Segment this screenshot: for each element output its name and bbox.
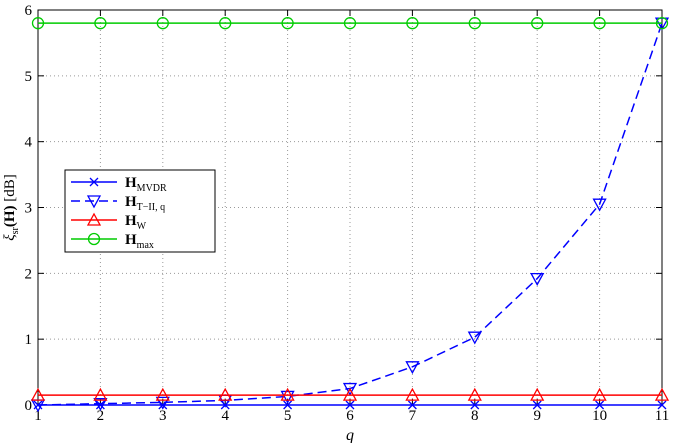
triangle-down-marker <box>86 195 102 209</box>
triangle-down-marker <box>405 361 420 375</box>
triangle-up-marker <box>342 387 358 401</box>
circle-marker <box>87 232 101 246</box>
y-axis-label-main: ξ <box>2 234 18 241</box>
x-tick-label: 3 <box>159 408 167 424</box>
y-axis-label-arg: (H) <box>2 205 18 227</box>
triangle-down-marker <box>530 272 545 286</box>
series-3 <box>31 17 669 30</box>
x-marker <box>345 400 355 410</box>
circle-marker <box>94 17 107 30</box>
x-marker <box>95 400 105 410</box>
x-marker <box>595 400 605 410</box>
circle-marker <box>31 17 45 30</box>
triangle-up-marker <box>155 387 170 401</box>
x-axis-label: q <box>346 427 354 443</box>
x-marker <box>89 177 99 187</box>
x-marker <box>657 400 667 410</box>
triangle-down-marker <box>467 331 482 345</box>
legend-label: HW <box>125 213 147 232</box>
y-tick-label: 5 <box>25 69 33 85</box>
triangle-down-marker <box>155 396 170 410</box>
triangle-up-marker <box>467 387 482 401</box>
triangle-up-marker <box>93 387 108 401</box>
x-marker <box>407 400 417 410</box>
y-tick-label: 4 <box>25 135 33 151</box>
x-tick-label: 11 <box>655 408 669 424</box>
triangle-up-marker <box>218 387 233 401</box>
circle-marker <box>156 17 169 30</box>
circle-marker <box>531 17 544 30</box>
y-tick-labels: 0 1 2 3 4 5 6 <box>25 3 33 414</box>
legend-label-main: H <box>125 175 137 191</box>
x-tick-label: 7 <box>409 408 417 424</box>
triangle-down-marker <box>280 390 295 404</box>
legend-label-sub: W <box>137 221 147 232</box>
y-tick-label: 1 <box>25 332 33 348</box>
legend-label: HMVDR <box>125 175 167 194</box>
triangle-up-marker <box>592 387 607 401</box>
x-tick-labels: 1 2 3 4 5 6 7 8 9 10 11 <box>34 408 669 424</box>
x-marker <box>532 400 542 410</box>
triangle-up-marker <box>30 387 46 401</box>
triangle-up-marker <box>280 387 295 401</box>
legend-label-sub: T−II, q <box>137 202 165 213</box>
series-0 <box>33 400 667 410</box>
legend-label: HT−II, q <box>125 194 165 213</box>
y-axis-label-sub: sr <box>10 226 21 234</box>
y-tick-label: 2 <box>25 266 33 282</box>
x-tick-label: 10 <box>592 408 607 424</box>
circle-marker <box>468 17 481 30</box>
circle-marker <box>219 17 232 30</box>
x-tick-label: 1 <box>34 408 42 424</box>
circle-marker <box>593 17 606 30</box>
series-2 <box>30 387 670 401</box>
triangle-down-marker <box>592 198 607 212</box>
y-axis-label: ξsr(H) [dB] <box>2 174 21 241</box>
legend-label: Hmax <box>125 232 154 251</box>
triangle-up-marker <box>86 212 102 226</box>
y-tick-label: 0 <box>25 398 33 414</box>
triangle-up-marker <box>530 387 545 401</box>
legend-label-main: H <box>125 232 137 248</box>
x-tick-label: 4 <box>221 408 229 424</box>
x-marker <box>470 400 480 410</box>
legend-label-sub: MVDR <box>137 183 167 194</box>
circle-marker <box>281 17 294 30</box>
y-tick-label: 6 <box>25 3 33 19</box>
legend-label-main: H <box>125 213 137 229</box>
legend-label-main: H <box>125 194 137 210</box>
circle-marker <box>655 17 669 30</box>
triangle-down-marker <box>93 398 108 412</box>
triangle-up-marker <box>654 387 670 401</box>
triangle-up-marker <box>405 387 420 401</box>
circle-marker <box>406 17 419 30</box>
x-marker <box>283 400 293 410</box>
x-tick-label: 8 <box>471 408 479 424</box>
legend-label-sub: max <box>137 240 154 251</box>
x-tick-label: 5 <box>284 408 292 424</box>
series-group <box>30 17 670 413</box>
x-tick-label: 9 <box>533 408 541 424</box>
x-tick-label: 6 <box>346 408 354 424</box>
y-axis-label-unit: [dB] <box>2 174 18 205</box>
x-tick-label: 2 <box>97 408 105 424</box>
triangle-down-marker <box>342 382 358 396</box>
circle-marker <box>343 17 357 30</box>
y-tick-label: 3 <box>25 201 33 217</box>
